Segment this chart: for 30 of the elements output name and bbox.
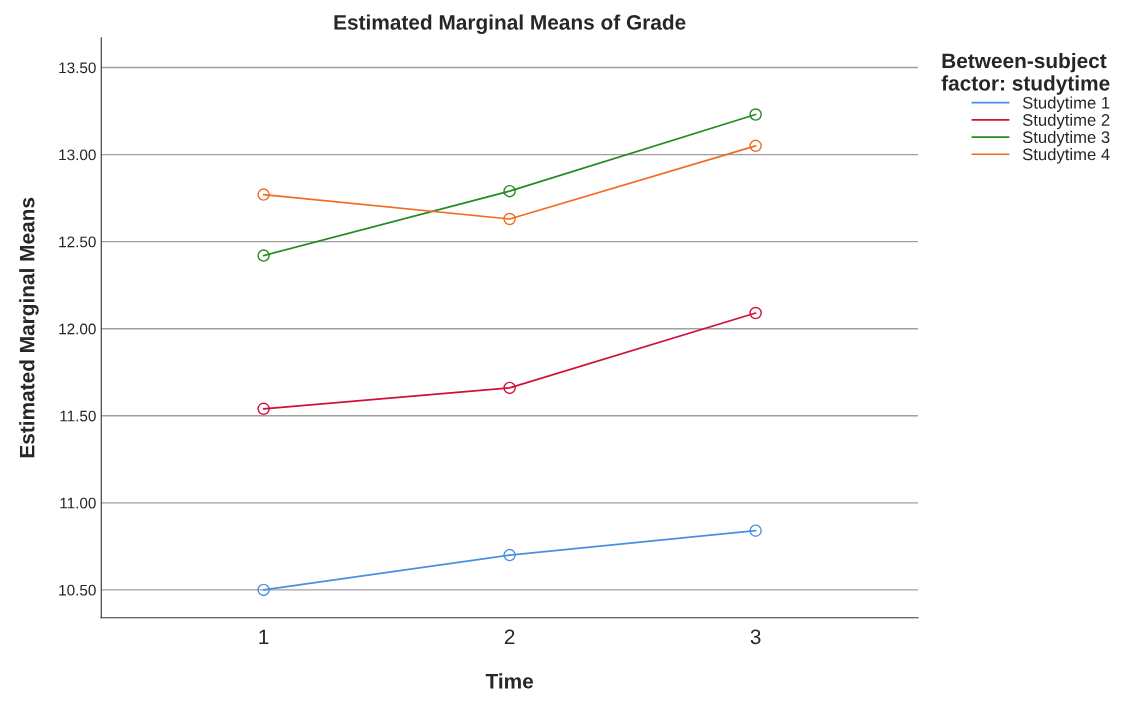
y-tick-label: 11.00 xyxy=(60,497,96,509)
x-tick-label: 2 xyxy=(504,629,515,644)
y-tick-label: 12.00 xyxy=(59,323,96,335)
legend-label: Studytime 1 xyxy=(1022,96,1110,112)
y-tick-label: 13.00 xyxy=(59,149,96,161)
point xyxy=(257,188,270,201)
x-tick-label: 3 xyxy=(750,629,761,645)
point xyxy=(749,108,762,121)
point xyxy=(257,249,270,262)
x-axis-title: Time xyxy=(485,673,534,689)
point xyxy=(257,583,270,597)
point xyxy=(503,548,516,562)
legend-label: Studytime 2 xyxy=(1022,113,1110,130)
point xyxy=(749,306,762,320)
point xyxy=(503,381,516,395)
chart-title: Estimated Marginal Means of Grade xyxy=(334,14,686,34)
point xyxy=(503,212,516,226)
y-tick-label: 11.50 xyxy=(60,410,96,422)
x-tick-label: 1 xyxy=(259,629,269,644)
point xyxy=(749,139,762,153)
y-axis-title: Estimated Marginal Means xyxy=(19,197,39,458)
point xyxy=(503,184,516,198)
y-tick-label: 12.50 xyxy=(59,236,96,248)
legend-label: Studytime 4 xyxy=(1022,148,1110,164)
point xyxy=(749,524,762,537)
legend-label: Studytime 3 xyxy=(1022,130,1110,147)
y-tick-label: 10.50 xyxy=(59,584,96,596)
legend-title: Between-subject factor: studytime xyxy=(941,52,1110,95)
point xyxy=(257,402,270,416)
y-tick-label: 13.50 xyxy=(59,62,96,74)
